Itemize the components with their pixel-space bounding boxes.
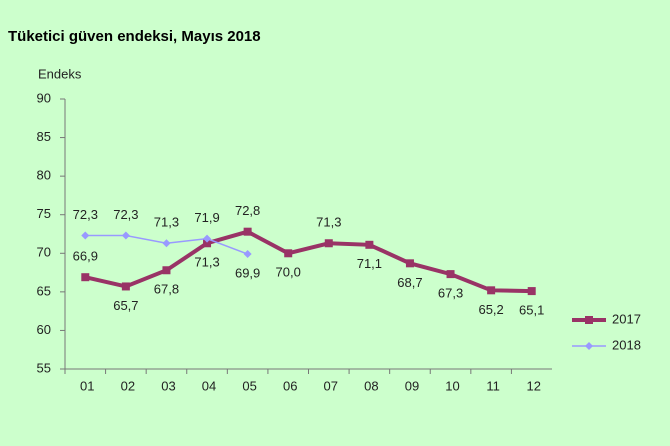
y-tick-label: 55: [37, 360, 51, 375]
data-label: 65,2: [478, 302, 503, 317]
data-label: 71,9: [194, 210, 219, 225]
marker: [203, 234, 212, 243]
data-label: 65,7: [113, 298, 138, 313]
x-tick-label: 07: [324, 378, 338, 393]
legend-label: 2018: [612, 337, 641, 352]
x-tick-label: 08: [364, 378, 378, 393]
y-tick-label: 80: [37, 168, 51, 183]
x-tick-label: 05: [242, 378, 256, 393]
marker: [405, 259, 414, 268]
x-tick-label: 11: [486, 378, 500, 393]
y-tick-label: 65: [37, 283, 51, 298]
series-line: [84, 229, 532, 294]
legend-marker: [585, 316, 593, 324]
data-label: 71,1: [357, 256, 382, 271]
marker: [162, 239, 171, 248]
x-tick-label: 03: [161, 378, 175, 393]
x-tick-label: 12: [526, 378, 540, 393]
y-tick-label: 70: [37, 245, 51, 260]
marker: [121, 282, 130, 291]
data-label: 69,9: [235, 265, 260, 280]
chart-title: Tüketici güven endeksi, Mayıs 2018: [8, 28, 261, 45]
marker: [121, 231, 130, 240]
marker: [446, 270, 455, 279]
data-label: 71,3: [194, 255, 219, 270]
data-label: 72,3: [113, 207, 138, 222]
x-tick-label: 10: [445, 378, 459, 393]
marker: [243, 227, 252, 236]
data-label: 66,9: [73, 249, 98, 264]
data-label: 70,0: [276, 265, 301, 280]
marker: [243, 250, 252, 259]
marker: [284, 249, 293, 258]
marker: [365, 240, 374, 249]
data-label: 72,8: [235, 203, 260, 218]
data-label: 68,7: [397, 275, 422, 290]
y-tick-label: 90: [37, 90, 51, 105]
y-tick-label: 60: [37, 322, 51, 337]
data-label: 67,3: [438, 286, 463, 301]
data-label: 67,8: [154, 282, 179, 297]
x-tick-label: 01: [80, 378, 94, 393]
data-label: 71,3: [316, 215, 341, 230]
marker: [324, 239, 333, 248]
marker: [81, 273, 90, 282]
data-label: 65,1: [519, 303, 544, 318]
legend-label: 2017: [612, 311, 641, 326]
marker: [162, 266, 171, 275]
y-axis-label: Endeks: [38, 66, 82, 81]
marker: [81, 231, 90, 240]
y-tick-label: 85: [37, 129, 51, 144]
data-label: 72,3: [73, 207, 98, 222]
x-tick-label: 09: [405, 378, 419, 393]
legend-marker: [585, 342, 593, 350]
x-tick-label: 02: [121, 378, 135, 393]
x-tick-label: 06: [283, 378, 297, 393]
marker: [487, 286, 496, 295]
data-label: 71,3: [154, 215, 179, 230]
marker: [527, 287, 536, 296]
marker: [203, 239, 212, 248]
y-tick-label: 75: [37, 206, 51, 221]
x-tick-label: 04: [202, 378, 216, 393]
